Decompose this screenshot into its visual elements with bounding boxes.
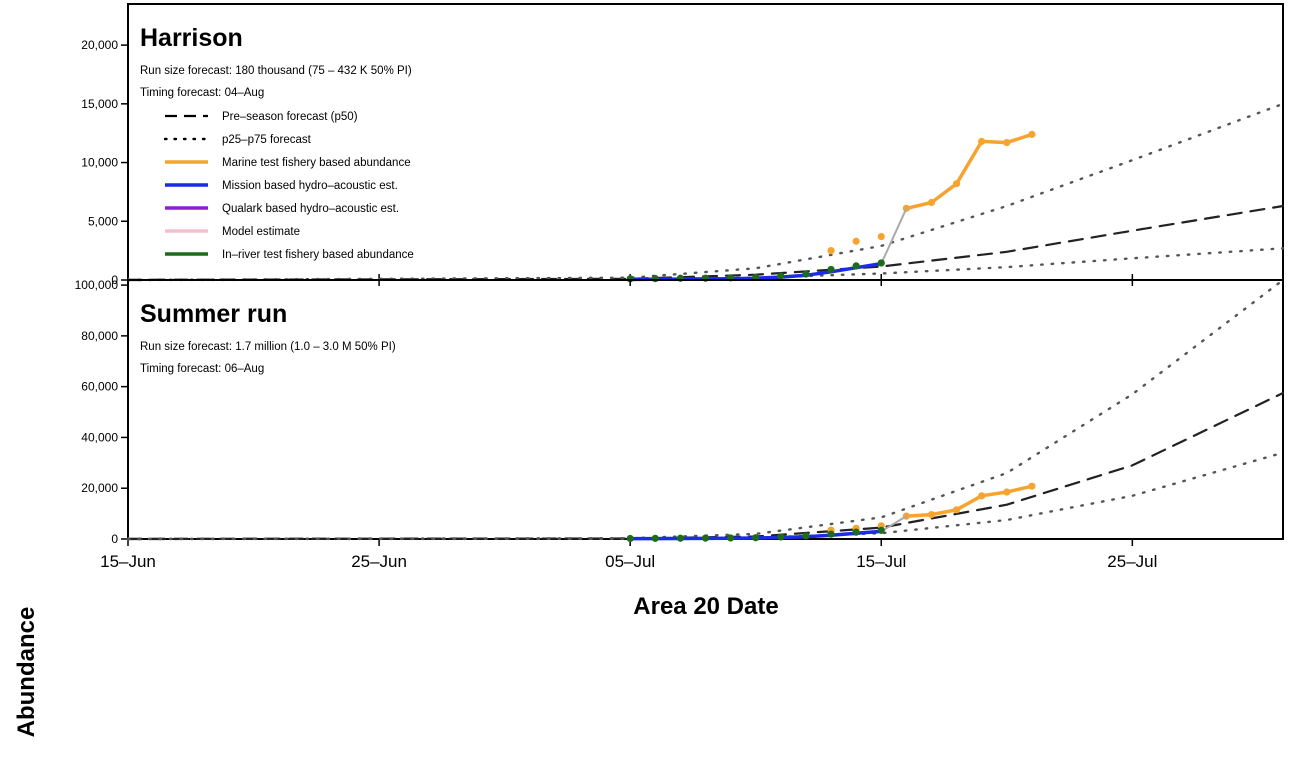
panel-subtitle: Run size forecast: 180 thousand (75 – 43… [140,65,412,77]
y-tick-label: 5,000 [88,214,118,228]
series-in-river-test-fishery-based-abundance-point [752,534,760,542]
legend-label: Qualark based hydro–acoustic est. [222,203,399,215]
y-tick-label: 20,000 [81,481,118,495]
y-tick-label: 60,000 [81,380,118,394]
y-tick-label: 20,000 [81,38,118,52]
y-tick-label: 40,000 [81,430,118,444]
series-marine-test-fishery-based-abundance-point [927,198,936,207]
series-marine-test-fishery-based-abundance-point [978,137,986,146]
series-in-river-test-fishery-based-abundance-point [651,274,659,283]
panel-title: Harrison [140,24,243,52]
panel-summer-run: 0 20,000 40,000 60,000 80,000 100,000 15–Jun 25… [75,278,1285,571]
x-tick-label: 15–Jun [100,552,156,571]
x-tick-label: 05–Jul [605,552,655,571]
panel-subtitle: Timing forecast: 04–Aug [140,87,264,99]
y-tick-label: 100,000 [75,278,119,292]
series-in-river-test-fishery-based-abundance-point [802,270,810,278]
x-tick-label: 15–Jul [856,552,906,571]
legend-label: Marine test fishery based abundance [222,157,411,169]
series-in-river-test-fishery-based-abundance-point [626,534,634,543]
x-axis-label: Area 20 Date [633,593,778,620]
series-marine-test-fishery-based-abundance-point [927,511,936,519]
series-in-river-test-fishery-based-abundance-point [777,533,785,541]
series-in-river-test-fishery-based-abundance-point [777,272,785,280]
series-p25-p75-forecast-line [126,102,1285,282]
series-connector-line [880,515,907,533]
series-marine-test-fishery-based-abundance-point [827,247,835,255]
series-pre-season-forecast-p50-line [126,391,1285,541]
series-marine-test-fishery-based-abundance-point [978,492,986,500]
series-in-river-test-fishery-based-abundance-point [827,265,835,274]
series-p25-p75-forecast-line [126,278,1285,541]
series-in-river-test-fishery-based-abundance-point [676,534,684,542]
series-in-river-test-fishery-based-abundance-point [852,528,860,536]
series-in-river-test-fishery-based-abundance-point [802,532,810,540]
legend-label: In–river test fishery based abundance [222,249,414,261]
series-marine-test-fishery-based-abundance-point [877,232,885,241]
series-in-river-test-fishery-based-abundance-point [877,259,885,267]
x-tick-label: 25–Jul [1107,552,1157,571]
series-marine-test-fishery-based-abundance-point [952,506,961,514]
series-pre-season-forecast-p50-line [126,204,1285,282]
panel-harrison: 0 5,000 10,000 15,000 20,000 Harrison Run size… [81,3,1285,287]
series-marine-test-fishery-based-abundance-line [905,132,1033,211]
series-in-river-test-fishery-based-abundance-point [651,534,659,542]
series-p25-p75-forecast-line [126,451,1285,541]
series-marine-test-fishery-based-abundance-point [1028,482,1036,490]
y-tick-label: 10,000 [81,156,118,170]
y-tick-label: 15,000 [81,97,118,111]
series-marine-test-fishery-based-abundance-point [1003,488,1011,496]
series-in-river-test-fishery-based-abundance-point [701,534,710,542]
series-marine-test-fishery-based-abundance-point [1028,130,1036,138]
legend-label: Pre–season forecast (p50) [222,111,358,123]
series-connector-line [880,207,908,265]
y-tick-label: 0 [111,273,118,287]
legend-label: Model estimate [222,226,300,238]
panel-title: Summer run [140,300,287,328]
series-in-river-test-fishery-based-abundance-point [877,526,885,534]
legend-label: Mission based hydro–acoustic est. [222,180,398,192]
series-in-river-test-fishery-based-abundance-point [827,530,835,538]
panel-subtitle: Run size forecast: 1.7 million (1.0 – 3.… [140,341,396,353]
y-tick-label: 0 [111,532,118,546]
y-tick-label: 80,000 [81,329,118,343]
series-marine-test-fishery-based-abundance-point [952,180,961,188]
series-marine-test-fishery-based-abundance-point [1003,138,1011,147]
panel-subtitle: Timing forecast: 06–Aug [140,363,264,375]
series-marine-test-fishery-based-abundance-line [906,484,1033,518]
x-tick-label: 25–Jun [351,552,407,571]
y-axis-label: Abundance [13,607,40,738]
legend-label: p25–p75 forecast [222,134,312,146]
series-in-river-test-fishery-based-abundance-point [852,262,860,270]
series-in-river-test-fishery-based-abundance-point [727,534,735,542]
series-marine-test-fishery-based-abundance-point [852,237,860,245]
